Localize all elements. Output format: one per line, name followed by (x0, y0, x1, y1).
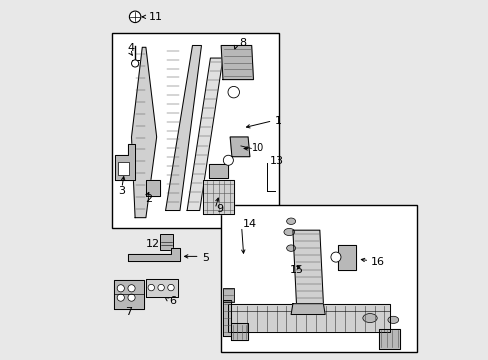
Polygon shape (145, 279, 178, 297)
Text: 3: 3 (118, 186, 125, 197)
Text: 12: 12 (145, 239, 160, 249)
Text: 14: 14 (242, 219, 256, 229)
Text: 9: 9 (216, 204, 223, 215)
Circle shape (330, 252, 340, 262)
Polygon shape (208, 164, 228, 178)
Circle shape (129, 11, 141, 23)
Polygon shape (378, 329, 400, 348)
Circle shape (131, 60, 139, 67)
Text: 5: 5 (202, 253, 209, 263)
Ellipse shape (284, 228, 294, 235)
Polygon shape (228, 304, 389, 332)
Text: 2: 2 (144, 194, 152, 204)
Text: 4: 4 (127, 43, 134, 53)
Text: 11: 11 (148, 12, 163, 22)
Polygon shape (230, 323, 247, 339)
Polygon shape (230, 137, 249, 157)
Polygon shape (131, 47, 156, 218)
Ellipse shape (387, 316, 398, 323)
Circle shape (223, 155, 233, 165)
Bar (118, 162, 129, 175)
Ellipse shape (286, 245, 295, 251)
Text: 13: 13 (269, 156, 283, 166)
Polygon shape (337, 244, 355, 270)
Bar (221, 205, 416, 352)
Text: 1: 1 (274, 116, 282, 126)
Text: 15: 15 (289, 265, 303, 275)
Circle shape (128, 294, 135, 301)
Polygon shape (187, 58, 223, 211)
Polygon shape (290, 304, 325, 315)
Polygon shape (221, 45, 253, 80)
Polygon shape (145, 180, 160, 196)
Polygon shape (113, 280, 144, 309)
Bar (223, 288, 233, 302)
Text: 6: 6 (169, 296, 176, 306)
Polygon shape (115, 144, 135, 180)
Circle shape (167, 284, 174, 291)
Circle shape (158, 284, 164, 291)
Ellipse shape (362, 314, 376, 323)
Text: 7: 7 (125, 307, 132, 317)
Circle shape (148, 284, 154, 291)
Polygon shape (203, 180, 233, 214)
Circle shape (227, 86, 239, 98)
Text: 16: 16 (370, 257, 384, 267)
Circle shape (117, 285, 124, 292)
Circle shape (128, 285, 135, 292)
Text: 10: 10 (252, 143, 264, 153)
Polygon shape (223, 300, 230, 336)
Polygon shape (165, 45, 201, 211)
Bar (112, 33, 278, 228)
Ellipse shape (286, 218, 295, 225)
Text: 8: 8 (238, 38, 245, 48)
Bar (160, 234, 172, 250)
Polygon shape (292, 230, 323, 304)
Polygon shape (128, 248, 180, 261)
Circle shape (117, 294, 124, 301)
